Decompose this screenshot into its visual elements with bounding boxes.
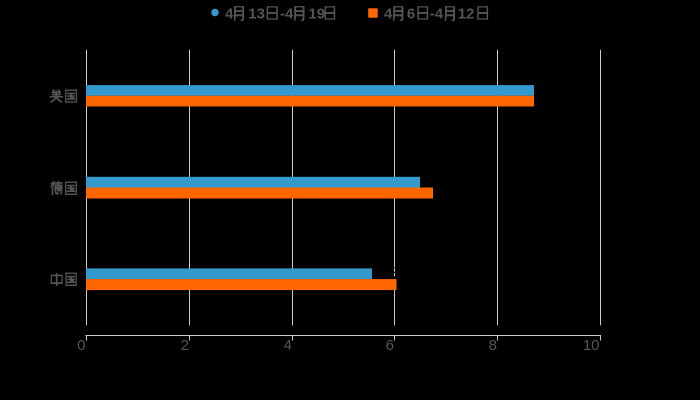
svg-text:10: 10: [583, 337, 600, 354]
svg-text:8: 8: [489, 337, 497, 354]
svg-text:4: 4: [435, 5, 444, 22]
svg-text:-: -: [430, 5, 435, 22]
svg-text:19: 19: [308, 5, 325, 22]
svg-text:4: 4: [384, 5, 393, 22]
svg-text:4: 4: [285, 5, 294, 22]
svg-text:13: 13: [248, 5, 265, 22]
svg-text:4: 4: [225, 5, 234, 22]
svg-text:12: 12: [458, 5, 475, 22]
svg-text:4: 4: [284, 337, 292, 354]
svg-text:-: -: [280, 5, 285, 22]
svg-text:0: 0: [77, 337, 85, 354]
svg-text:6: 6: [386, 337, 394, 354]
svg-text:2: 2: [181, 337, 189, 354]
svg-text:6: 6: [407, 5, 415, 22]
